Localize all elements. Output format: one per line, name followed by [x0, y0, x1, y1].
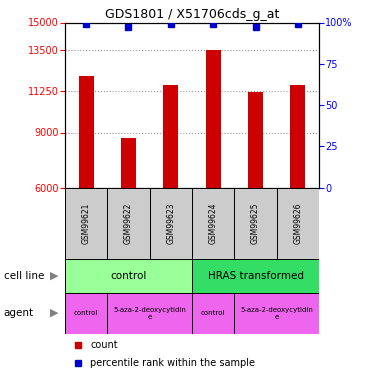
Bar	[234, 188, 277, 259]
Text: control: control	[74, 310, 98, 316]
Bar	[121, 138, 136, 188]
Bar	[248, 92, 263, 188]
Text: control: control	[110, 271, 147, 280]
Bar	[107, 188, 150, 259]
Bar	[65, 292, 107, 334]
Bar	[192, 188, 234, 259]
Bar	[150, 188, 192, 259]
Text: percentile rank within the sample: percentile rank within the sample	[91, 358, 255, 369]
Text: ▶: ▶	[50, 308, 58, 318]
Bar	[65, 188, 107, 259]
Text: GSM99625: GSM99625	[251, 202, 260, 244]
Bar	[163, 85, 178, 188]
Bar	[192, 259, 319, 292]
Bar	[206, 50, 221, 188]
Text: agent: agent	[4, 308, 34, 318]
Text: HRAS transformed: HRAS transformed	[207, 271, 303, 280]
Text: GSM99624: GSM99624	[209, 202, 218, 244]
Text: 5-aza-2-deoxycytidin
e: 5-aza-2-deoxycytidin e	[113, 307, 186, 320]
Bar	[192, 292, 234, 334]
Text: ▶: ▶	[50, 271, 58, 280]
Bar	[107, 292, 192, 334]
Text: GSM99622: GSM99622	[124, 202, 133, 244]
Text: cell line: cell line	[4, 271, 44, 280]
Title: GDS1801 / X51706cds_g_at: GDS1801 / X51706cds_g_at	[105, 8, 279, 21]
Text: control: control	[201, 310, 225, 316]
Text: GSM99621: GSM99621	[82, 202, 91, 244]
Text: count: count	[91, 340, 118, 350]
Text: GSM99626: GSM99626	[293, 202, 302, 244]
Text: 5-aza-2-deoxycytidin
e: 5-aza-2-deoxycytidin e	[240, 307, 313, 320]
Bar	[234, 292, 319, 334]
Text: GSM99623: GSM99623	[166, 202, 175, 244]
Bar	[65, 259, 192, 292]
Bar	[290, 85, 305, 188]
Bar	[277, 188, 319, 259]
Bar	[79, 76, 93, 188]
